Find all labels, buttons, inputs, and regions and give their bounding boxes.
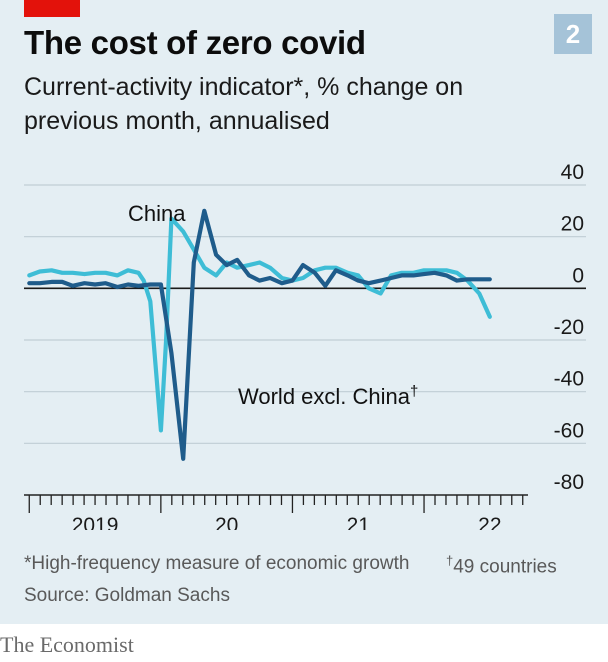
footnote-countries: †49 countries (446, 553, 557, 578)
series-annotations: China World excl. China† (128, 201, 418, 409)
y-tick-label: -20 (554, 316, 584, 339)
chart-card (0, 0, 608, 624)
source-note: Source: Goldman Sachs (24, 585, 230, 606)
y-tick-label: 20 (561, 213, 584, 236)
footnote-countries-text: 49 countries (453, 556, 557, 578)
y-axis-labels: 40 20 0 -20 -40 -60 -80 (554, 161, 584, 494)
x-tick-label: 2019 (72, 514, 119, 530)
world-series-label-text: World excl. China (238, 384, 411, 409)
x-tick-label: 22 (478, 514, 501, 530)
chart-subtitle: Current-activity indicator*, % change on… (24, 73, 464, 135)
y-tick-label: -40 (554, 368, 584, 391)
chart-number-badge: 2 (554, 14, 592, 54)
publisher-wordmark: The Economist (0, 632, 134, 657)
world-series-line (27, 208, 492, 461)
y-tick-label: -80 (554, 471, 584, 494)
x-tick-label: 20 (215, 514, 238, 530)
y-tick-label: 0 (572, 264, 584, 287)
footnote-dagger: † (446, 553, 454, 568)
brand-tab (24, 0, 80, 17)
x-tick-label: 21 (347, 514, 370, 530)
world-series-label-mark: † (410, 383, 418, 400)
footnote-growth: *High-frequency measure of economic grow… (24, 553, 410, 574)
x-axis: 2019 20 21 22 (24, 494, 528, 530)
y-tick-label: 40 (561, 161, 584, 184)
chart-title: The cost of zero covid (24, 24, 366, 61)
world-series-label: World excl. China† (238, 383, 418, 409)
y-tick-label: -60 (554, 419, 584, 442)
line-chart: 40 20 0 -20 -40 -60 -80 2019 20 21 22 China World… (24, 161, 586, 530)
china-series-label: China (128, 201, 186, 226)
grid-lines (24, 184, 586, 444)
data-series (27, 208, 492, 461)
